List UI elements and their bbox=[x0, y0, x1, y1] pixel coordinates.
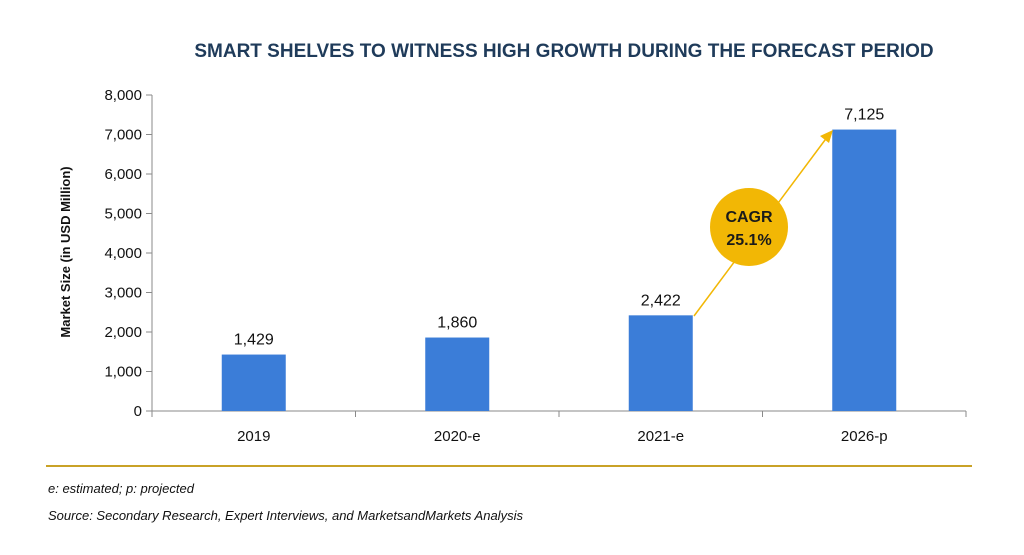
data-label-2021-e: 2,422 bbox=[641, 292, 681, 309]
cagr-circle bbox=[710, 188, 788, 266]
cagr-annotation: CAGR 25.1% bbox=[693, 130, 833, 317]
y-tick-label: 7,000 bbox=[104, 127, 142, 144]
bar-2019 bbox=[221, 354, 286, 411]
data-label-2019: 1,429 bbox=[234, 332, 274, 349]
y-tick-label: 2,000 bbox=[104, 324, 142, 341]
y-tick-label: 6,000 bbox=[104, 166, 142, 183]
y-tick-label: 4,000 bbox=[104, 245, 142, 262]
legend-note: e: estimated; p: projected bbox=[48, 481, 195, 496]
bar-2020-e bbox=[425, 337, 490, 411]
y-tick-label: 3,000 bbox=[104, 285, 142, 302]
y-tick-label: 5,000 bbox=[104, 206, 142, 223]
cagr-value: 25.1% bbox=[726, 232, 771, 249]
x-tick-label-2021-e: 2021-e bbox=[637, 428, 684, 445]
cagr-label: CAGR bbox=[725, 209, 773, 226]
bar-2026-p bbox=[832, 129, 897, 411]
source-note: Source: Secondary Research, Expert Inter… bbox=[48, 508, 523, 523]
bar-2021-e bbox=[628, 315, 693, 411]
bars: 1,429 1,860 2,422 7,125 bbox=[221, 107, 897, 411]
y-axis-label: Market Size (in USD Million) bbox=[58, 166, 73, 337]
data-label-2026-p: 7,125 bbox=[844, 107, 884, 124]
y-tick-label: 8,000 bbox=[104, 87, 142, 104]
y-tick-label: 1,000 bbox=[104, 364, 142, 381]
cagr-arrow-head bbox=[820, 130, 833, 143]
data-label-2020-e: 1,860 bbox=[437, 315, 477, 332]
x-tick-label-2026-p: 2026-p bbox=[841, 428, 888, 445]
x-axis: 2019 2020-e 2021-e 2026-p bbox=[151, 411, 967, 445]
y-axis: 0 1,000 2,000 3,000 4,000 5,000 6,000 7,000 8,00… bbox=[104, 87, 152, 420]
y-tick-label: 0 bbox=[134, 403, 142, 420]
x-tick-label-2020-e: 2020-e bbox=[434, 428, 481, 445]
x-tick-label-2019: 2019 bbox=[237, 428, 270, 445]
chart-title: SMART SHELVES TO WITNESS HIGH GROWTH DUR… bbox=[194, 41, 933, 62]
